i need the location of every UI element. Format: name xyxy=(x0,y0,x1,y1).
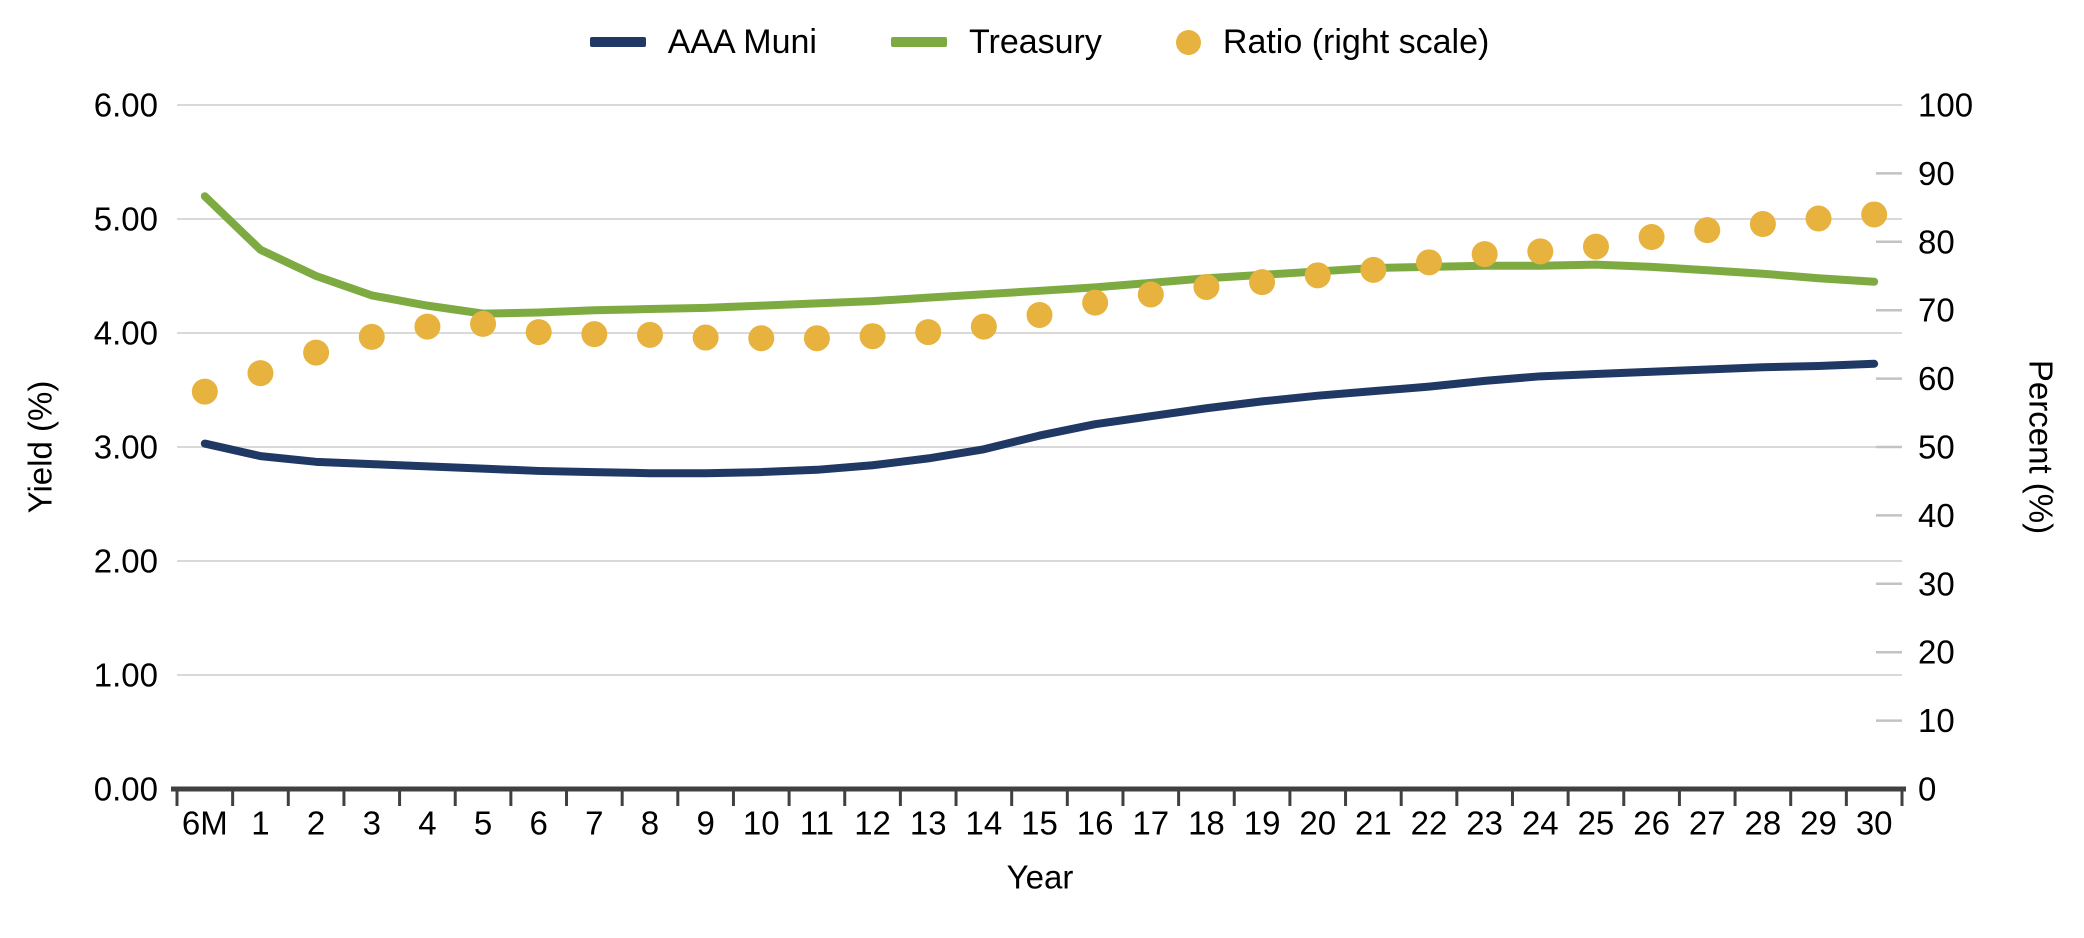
left-axis-tick-label: 1.00 xyxy=(94,657,158,694)
ratio-dot xyxy=(636,321,663,348)
x-axis-tick-label: 21 xyxy=(1355,805,1392,842)
x-axis-tick-label: 15 xyxy=(1021,805,1058,842)
ratio-dot xyxy=(692,324,719,351)
x-axis-tick-label: 9 xyxy=(696,805,714,842)
left-axis-tick-label: 0.00 xyxy=(94,771,158,808)
ratio-dot xyxy=(414,313,441,340)
ratio-dot xyxy=(748,325,775,352)
x-axis-tick-label: 6 xyxy=(530,805,548,842)
x-axis-tick-label: 18 xyxy=(1188,805,1225,842)
x-axis-tick-label: 5 xyxy=(474,805,492,842)
right-axis-tick-label: 40 xyxy=(1918,497,1955,534)
legend-label-treasury: Treasury xyxy=(969,23,1102,61)
x-axis-tick-label: 13 xyxy=(910,805,947,842)
x-axis-tick-label: 6M xyxy=(182,805,228,842)
ratio-dot xyxy=(1082,289,1109,316)
x-axis-tick-label: 10 xyxy=(743,805,780,842)
x-axis-tick-label: 2 xyxy=(307,805,325,842)
ratio-dot xyxy=(1360,256,1387,283)
aaa-muni-line-swatch xyxy=(589,37,646,47)
legend-item-aaa-muni: AAA Muni xyxy=(589,23,817,61)
ratio-dot xyxy=(803,325,830,352)
ratio-dot xyxy=(1582,233,1609,260)
x-axis-tick-label: 19 xyxy=(1244,805,1281,842)
left-axis-tick-label: 5.00 xyxy=(94,201,158,238)
ratio-dot xyxy=(1416,249,1443,276)
x-axis-tick-label: 24 xyxy=(1522,805,1559,842)
legend-item-ratio: Ratio (right scale) xyxy=(1175,23,1490,61)
ratio-dot xyxy=(1193,273,1220,300)
ratio-dot xyxy=(581,321,608,348)
x-axis-tick-label: 11 xyxy=(800,805,834,842)
x-axis-tick-label: 26 xyxy=(1633,805,1670,842)
ratio-dot-swatch xyxy=(1175,29,1201,55)
ratio-dot xyxy=(1026,301,1053,328)
treasury-line xyxy=(200,192,1879,318)
ratio-dot xyxy=(1805,205,1832,232)
left-axis-tick-label: 6.00 xyxy=(94,87,158,124)
ratio-dot xyxy=(358,323,385,350)
right-axis-tick-label: 20 xyxy=(1918,634,1955,671)
ratio-dot xyxy=(1304,262,1331,289)
x-axis-tick-label: 16 xyxy=(1077,805,1114,842)
ratio-dot xyxy=(915,319,942,346)
right-axis-tick-label: 30 xyxy=(1918,565,1955,602)
legend-label-aaa-muni: AAA Muni xyxy=(667,23,817,61)
x-axis-tick-label: 20 xyxy=(1299,805,1336,842)
right-axis-tick-label: 10 xyxy=(1918,702,1955,739)
ratio-dot xyxy=(303,339,330,366)
ratio-dot xyxy=(1471,241,1498,268)
right-axis-tick-label: 70 xyxy=(1918,292,1955,329)
ratio-dot xyxy=(1861,201,1888,228)
x-axis-title: Year xyxy=(1006,858,1074,896)
legend: AAA Muni Treasury Ratio (right scale) xyxy=(177,16,1902,68)
legend-label-ratio: Ratio (right scale) xyxy=(1222,23,1490,61)
x-axis-tick-label: 7 xyxy=(585,805,603,842)
left-axis-tick-label: 3.00 xyxy=(94,429,158,466)
x-axis-tick-label: 22 xyxy=(1411,805,1448,842)
x-axis-tick-label: 1 xyxy=(251,805,269,842)
ratio-dot xyxy=(525,319,552,346)
right-axis-tick-label: 80 xyxy=(1918,223,1955,260)
left-axis-tick-label: 2.00 xyxy=(94,543,158,580)
x-axis-tick-label: 29 xyxy=(1800,805,1837,842)
left-axis-tick-label: 4.00 xyxy=(94,315,158,352)
ratio-dot xyxy=(1137,281,1164,308)
ratio-dot xyxy=(247,360,274,387)
x-axis-tick-label: 23 xyxy=(1466,805,1503,842)
ratio-dot xyxy=(1749,211,1776,238)
x-axis-tick-label: 14 xyxy=(965,805,1002,842)
right-axis-tick-label: 60 xyxy=(1918,360,1955,397)
x-axis-tick-label: 8 xyxy=(641,805,659,842)
right-axis-tick-label: 100 xyxy=(1918,87,1973,124)
ratio-dot xyxy=(1638,224,1665,251)
x-axis-tick-label: 4 xyxy=(418,805,436,842)
x-axis-tick-label: 25 xyxy=(1578,805,1615,842)
x-axis-tick-label: 12 xyxy=(854,805,891,842)
x-axis-tick-label: 27 xyxy=(1689,805,1726,842)
ratio-dot xyxy=(191,378,218,405)
right-axis-tick-label: 50 xyxy=(1918,429,1955,466)
x-axis-tick-label: 28 xyxy=(1745,805,1782,842)
x-axis-tick-label: 17 xyxy=(1132,805,1169,842)
ratio-dot xyxy=(859,323,886,350)
treasury-line-swatch xyxy=(891,37,947,47)
ratio-dot xyxy=(970,313,997,340)
ratio-dot xyxy=(1249,269,1276,296)
ratio-dot xyxy=(470,310,497,337)
x-axis-tick-label: 3 xyxy=(363,805,381,842)
legend-item-treasury: Treasury xyxy=(891,25,1102,59)
ratio-dot xyxy=(1694,217,1721,244)
ratio-dot xyxy=(1527,238,1554,265)
right-axis-tick-label: 0 xyxy=(1918,771,1936,808)
aaa-muni-line xyxy=(200,359,1879,478)
x-axis-tick-label: 30 xyxy=(1856,805,1893,842)
right-axis-tick-label: 90 xyxy=(1918,155,1955,192)
